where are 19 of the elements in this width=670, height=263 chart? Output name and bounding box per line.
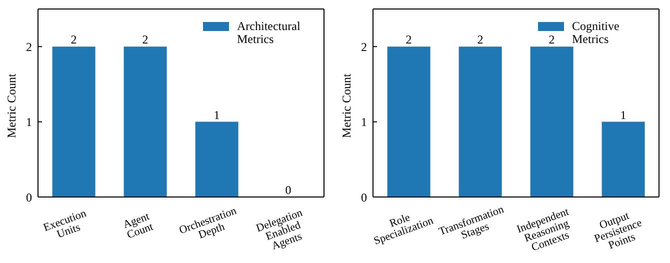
y-axis-title: Metric Count (4, 73, 18, 138)
data-label: 2 (477, 32, 484, 47)
data-label: 2 (406, 32, 412, 47)
data-label: 1 (214, 108, 220, 122)
y-tick-label: 1 (361, 115, 367, 130)
data-label: 0 (285, 183, 292, 197)
data-label: 2 (548, 32, 555, 47)
y-axis-title: Metric Count (339, 73, 354, 138)
y-tick-label: 2 (361, 40, 367, 54)
y-tick-label: 0 (361, 190, 367, 204)
legend-label: Cognitive Metrics (572, 19, 620, 46)
y-tick-label: 2 (26, 40, 32, 54)
x-tick-label: Agent Count (122, 210, 155, 242)
y-tick-label: 1 (26, 115, 32, 130)
data-label: 2 (142, 32, 148, 47)
y-tick-label: 0 (26, 190, 32, 204)
data-label: 2 (70, 32, 77, 47)
legend-label: Architectural Metrics (237, 19, 302, 46)
data-label: 1 (620, 108, 626, 122)
